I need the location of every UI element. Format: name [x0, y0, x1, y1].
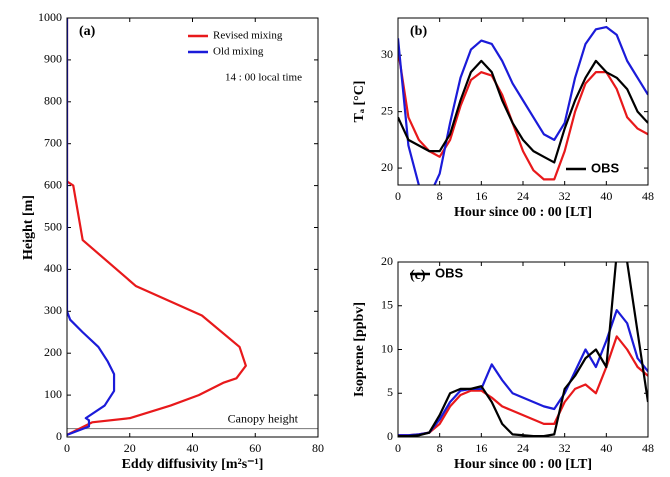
- y-tick-label: 5: [387, 385, 393, 399]
- series-line: [398, 25, 648, 185]
- x-tick-label: 16: [475, 441, 487, 455]
- y-tick-label: 800: [44, 94, 62, 108]
- x-tick-label: 24: [517, 189, 529, 203]
- y-tick-label: 30: [381, 47, 393, 61]
- series-line: [398, 309, 648, 437]
- x-tick-label: 0: [64, 441, 70, 455]
- y-tick-label: 400: [44, 261, 62, 275]
- plot: [67, 18, 247, 436]
- plot: [398, 25, 648, 185]
- x-tick-label: 0: [395, 441, 401, 455]
- x-tick-label: 24: [517, 441, 529, 455]
- x-axis-label: Hour since 00 : 00 [LT]: [454, 457, 592, 472]
- y-tick-label: 200: [44, 345, 62, 359]
- x-tick-label: 40: [187, 441, 199, 455]
- x-tick-label: 60: [249, 441, 261, 455]
- y-tick-label: 0: [387, 429, 393, 443]
- x-tick-label: 8: [437, 189, 443, 203]
- y-axis-label: Tₐ [°C]: [352, 81, 367, 123]
- x-tick-label: 32: [559, 189, 571, 203]
- x-tick-label: 40: [600, 189, 612, 203]
- y-tick-label: 100: [44, 387, 62, 401]
- series-line: [398, 262, 648, 437]
- y-tick-label: 900: [44, 52, 62, 66]
- y-tick-label: 25: [381, 103, 393, 117]
- legend-label: Revised mixing: [213, 30, 283, 42]
- y-tick-label: 600: [44, 177, 62, 191]
- y-tick-label: 700: [44, 135, 62, 149]
- series-line: [398, 59, 648, 164]
- x-tick-label: 48: [642, 189, 654, 203]
- y-tick-label: 500: [44, 219, 62, 233]
- y-tick-label: 20: [381, 160, 393, 174]
- legend-label: OBS: [435, 265, 464, 280]
- y-tick-label: 10: [381, 341, 393, 355]
- plot: [398, 262, 648, 437]
- legend-label: OBS: [591, 160, 620, 175]
- plot-frame: [397, 17, 649, 186]
- annotation: 14 : 00 local time: [225, 72, 302, 84]
- y-tick-label: 0: [56, 429, 62, 443]
- y-tick-label: 300: [44, 303, 62, 317]
- x-axis-label: Hour since 00 : 00 [LT]: [454, 205, 592, 220]
- panel-label: (c): [410, 268, 426, 283]
- x-tick-label: 20: [124, 441, 136, 455]
- x-tick-label: 48: [642, 441, 654, 455]
- y-tick-label: 20: [381, 254, 393, 268]
- panel-label: (b): [410, 24, 427, 39]
- canopy-label: Canopy height: [228, 411, 299, 425]
- series-line: [67, 18, 116, 436]
- x-tick-label: 8: [437, 441, 443, 455]
- y-tick-label: 1000: [38, 10, 62, 24]
- x-tick-label: 40: [600, 441, 612, 455]
- x-tick-label: 32: [559, 441, 571, 455]
- x-axis-label: Eddy diffusivity [m²s⁻¹]: [122, 457, 264, 472]
- plot-frame: [397, 261, 649, 438]
- x-tick-label: 16: [475, 189, 487, 203]
- y-axis-label: Isoprene [ppbv]: [352, 302, 367, 397]
- panel-label: (a): [79, 24, 96, 39]
- x-tick-label: 80: [312, 441, 324, 455]
- plot-frame: [66, 17, 319, 438]
- series-line: [67, 18, 247, 436]
- y-axis-label: Height [m]: [21, 195, 36, 260]
- x-tick-label: 0: [395, 189, 401, 203]
- legend-label: Old mixing: [213, 46, 264, 58]
- y-tick-label: 15: [381, 298, 393, 312]
